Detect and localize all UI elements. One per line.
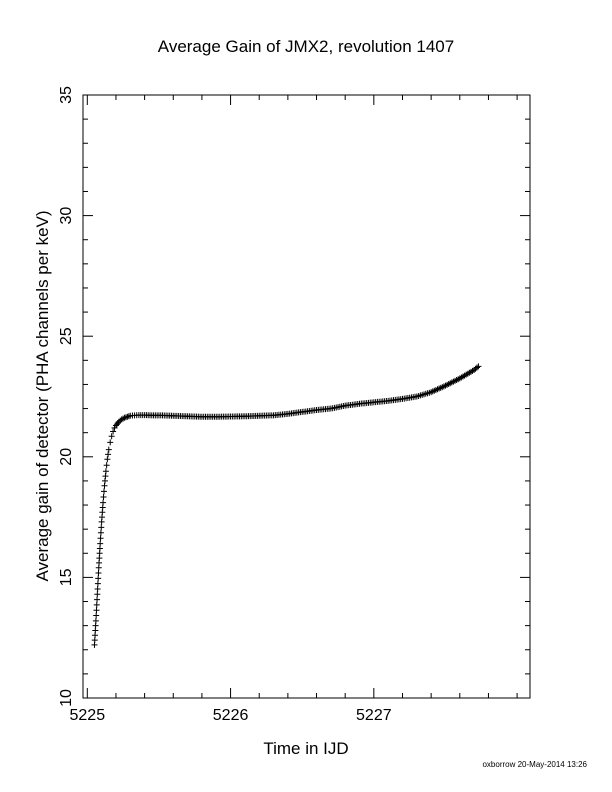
y-tick-label: 35 bbox=[58, 86, 75, 104]
data-point bbox=[93, 601, 100, 608]
y-axis: 10 15 20 25 30 35 bbox=[58, 86, 530, 707]
chart-title: Average Gain of JMX2, revolution 1407 bbox=[158, 37, 454, 56]
data-point bbox=[92, 617, 99, 624]
y-tick-label: 15 bbox=[58, 568, 75, 586]
data-point bbox=[104, 456, 111, 463]
data-point bbox=[94, 596, 101, 603]
data-point bbox=[103, 462, 110, 469]
y-tick-label: 25 bbox=[58, 327, 75, 345]
data-point bbox=[105, 446, 112, 453]
x-tick-label: 5225 bbox=[70, 707, 106, 724]
data-point bbox=[100, 494, 107, 500]
x-axis-label: Time in IJD bbox=[263, 739, 348, 758]
data-point bbox=[94, 585, 101, 592]
x-axis: 5225 5226 5227 bbox=[70, 95, 518, 724]
data-point bbox=[94, 591, 101, 598]
data-point bbox=[473, 364, 480, 371]
data-point bbox=[105, 451, 112, 458]
data-point bbox=[93, 612, 100, 619]
y-axis-label: Average gain of detector (PHA channels p… bbox=[33, 210, 52, 581]
data-point bbox=[94, 580, 101, 587]
plot-frame bbox=[82, 94, 531, 699]
data-point bbox=[108, 433, 115, 440]
data-point bbox=[100, 499, 107, 506]
y-tick-label: 10 bbox=[58, 689, 75, 707]
data-point bbox=[95, 575, 102, 582]
data-point bbox=[98, 524, 105, 531]
data-point bbox=[107, 439, 114, 446]
data-point bbox=[101, 488, 108, 495]
data-point bbox=[93, 607, 100, 614]
data-point bbox=[95, 570, 102, 577]
footer-credit: oxborrow 20-May-2014 13:26 bbox=[482, 760, 587, 769]
data-point bbox=[97, 529, 104, 536]
data-point bbox=[120, 415, 127, 422]
x-tick-label: 5227 bbox=[356, 707, 392, 724]
data-point bbox=[475, 363, 482, 370]
data-point bbox=[97, 535, 104, 542]
data-point bbox=[97, 540, 104, 547]
y-tick-label: 20 bbox=[58, 448, 75, 466]
data-series bbox=[91, 363, 482, 648]
data-point bbox=[110, 428, 117, 435]
y-tick-label: 30 bbox=[58, 207, 75, 225]
x-tick-label: 5226 bbox=[213, 707, 249, 724]
data-point bbox=[102, 468, 109, 475]
